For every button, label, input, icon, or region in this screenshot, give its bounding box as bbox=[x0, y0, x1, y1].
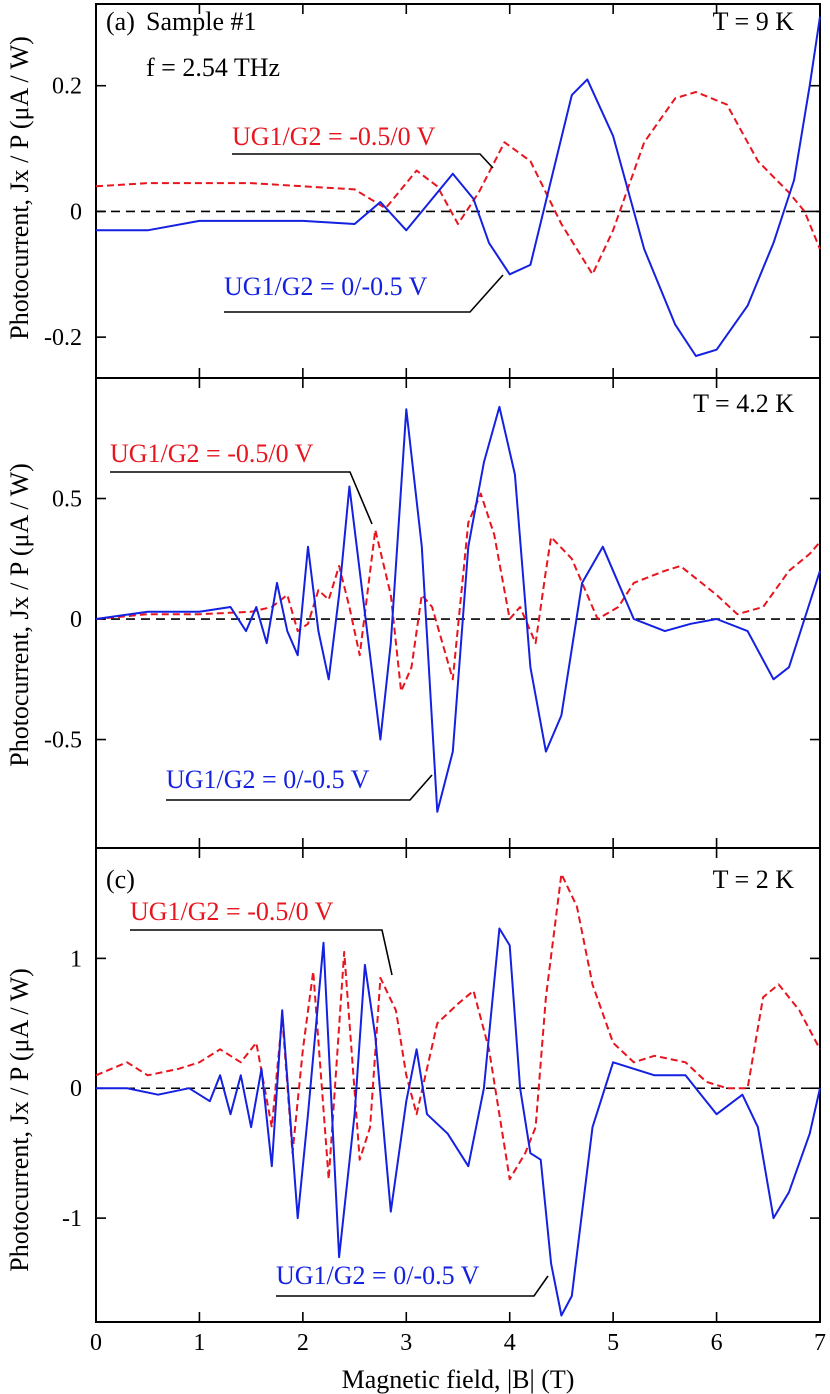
annotation-leaders bbox=[110, 153, 549, 1297]
annotation-blue-c: UG1/G2 = 0/-0.5 V bbox=[276, 1261, 480, 1290]
leader-red-a bbox=[232, 153, 494, 169]
series-line-blue-solid bbox=[95, 405, 821, 813]
series-line-red-dashed bbox=[95, 91, 821, 276]
annotation-red-c: UG1/G2 = -0.5/0 V bbox=[130, 897, 334, 926]
y-tick-label: -0.2 bbox=[44, 325, 82, 351]
leader-blue-a bbox=[224, 274, 504, 313]
x-tick-label: 7 bbox=[814, 1330, 826, 1356]
temperature-label-b: T = 4.2 K bbox=[693, 389, 794, 418]
series-line-red-dashed bbox=[95, 873, 821, 1181]
x-tick-label: 1 bbox=[193, 1330, 205, 1356]
series-line-red-dashed bbox=[95, 492, 821, 693]
y-axis-label-b: Photocurrent, Jx / P (μA / W) bbox=[5, 463, 34, 767]
y-tick-label: 0.5 bbox=[52, 487, 82, 513]
y-tick-label: 0 bbox=[70, 1076, 82, 1102]
y-tick-label: 1 bbox=[70, 946, 82, 972]
leader-blue-c bbox=[276, 1275, 549, 1297]
y-axis-label-c: Photocurrent, Jx / P (μA / W) bbox=[5, 968, 34, 1272]
leader-red-c bbox=[130, 929, 393, 976]
y-tick-label: -1 bbox=[62, 1206, 82, 1232]
panel-b-texts: T = 4.2 K UG1/G2 = -0.5/0 V UG1/G2 = 0/-… bbox=[110, 389, 794, 794]
x-tick-label: 0 bbox=[90, 1330, 102, 1356]
y-tick-label: -0.5 bbox=[44, 728, 82, 754]
x-tick-label: 5 bbox=[607, 1330, 619, 1356]
panel-a-texts: (a) Sample #1 f = 2.54 THz T = 9 K UG1/G… bbox=[106, 7, 794, 301]
panel-a-label: (a) bbox=[106, 7, 135, 36]
temperature-label-a: T = 9 K bbox=[713, 7, 795, 36]
y-tick-label: 0.2 bbox=[52, 74, 82, 100]
x-tick-label: 4 bbox=[504, 1330, 516, 1356]
x-tick-label: 6 bbox=[711, 1330, 723, 1356]
series-line-blue-solid bbox=[96, 927, 821, 1317]
frequency-label: f = 2.54 THz bbox=[146, 53, 280, 82]
x-tick-label: 3 bbox=[400, 1330, 412, 1356]
sample-label: Sample #1 bbox=[146, 7, 257, 36]
y-tick-label: 0 bbox=[70, 199, 82, 225]
panel-c: 0 1 2 3 4 5 6 7 -1 0 1 bbox=[62, 847, 826, 1356]
panel-b: -0.5 0 0.5 bbox=[44, 377, 821, 849]
annotation-blue-a: UG1/G2 = 0/-0.5 V bbox=[224, 272, 428, 301]
x-axis-label: Magnetic field, |B| (T) bbox=[342, 1365, 575, 1394]
annotation-blue-b: UG1/G2 = 0/-0.5 V bbox=[166, 765, 370, 794]
panel-c-texts: (c) T = 2 K UG1/G2 = -0.5/0 V UG1/G2 = 0… bbox=[106, 865, 794, 1290]
leader-blue-b bbox=[166, 774, 433, 801]
x-tick-label: 2 bbox=[297, 1330, 309, 1356]
annotation-red-b: UG1/G2 = -0.5/0 V bbox=[110, 439, 314, 468]
panel-c-label: (c) bbox=[106, 865, 135, 894]
y-tick-label: 0 bbox=[70, 607, 82, 633]
series-line-blue-solid bbox=[96, 16, 821, 357]
plot-frame bbox=[95, 847, 821, 1323]
temperature-label-c: T = 2 K bbox=[713, 865, 795, 894]
y-axis-label-a: Photocurrent, Jx / P (μA / W) bbox=[5, 36, 34, 340]
annotation-red-a: UG1/G2 = -0.5/0 V bbox=[232, 122, 436, 151]
leader-red-b bbox=[110, 471, 373, 525]
